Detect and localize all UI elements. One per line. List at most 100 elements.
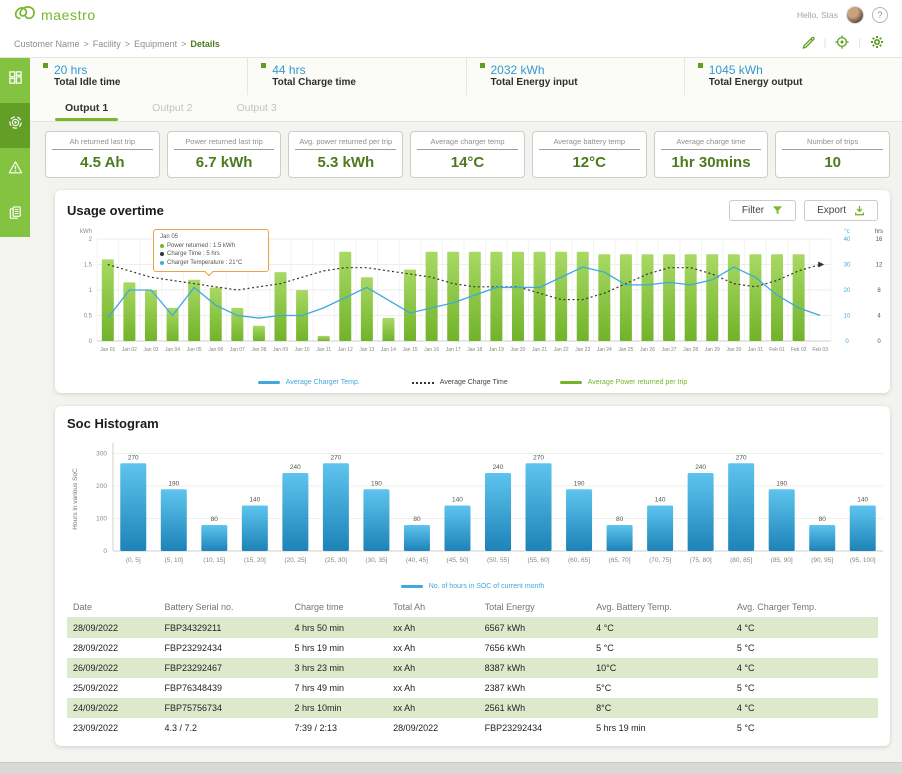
usage-bar-jan-01[interactable] xyxy=(101,259,114,341)
usage-right-tick: 40 xyxy=(844,237,851,243)
svg-text:Jan 23: Jan 23 xyxy=(575,347,590,353)
table-cell: 8387 kWh xyxy=(484,663,526,673)
usage-bar-jan-27[interactable] xyxy=(663,254,676,341)
hist-y-axis-label: Hours in various SoC xyxy=(72,468,79,530)
histogram-bar-15 xyxy=(728,463,755,551)
stat-value: 1045 kWh xyxy=(708,63,763,77)
usage-bar-jan-25[interactable] xyxy=(619,254,632,341)
usage-left-tick: 1 xyxy=(89,288,93,294)
usage-bar-jan-19[interactable] xyxy=(490,251,503,341)
charge-time-arrow xyxy=(818,261,825,268)
usage-buttons: Filter Export xyxy=(728,200,878,221)
table-cell: xx Ah xyxy=(393,683,416,693)
table-row[interactable]: 25/09/2022 FBP76348439 7 hrs 49 min xx Ah 23… xyxy=(67,678,878,698)
usage-bar-jan-18[interactable] xyxy=(468,251,481,341)
usage-bar-jan-29[interactable] xyxy=(706,254,719,341)
usage-bar-jan-17[interactable] xyxy=(447,251,460,341)
usage-bar-jan-24[interactable] xyxy=(598,254,611,341)
table-body: 28/09/2022 FBP34329211 4 hrs 50 min xx Ah 65… xyxy=(67,617,878,739)
stat-value: 2032 kWh xyxy=(490,63,545,77)
metric-card-value: 5.3 kWh xyxy=(317,154,375,171)
hist-x-tick: (80, 85] xyxy=(730,557,752,564)
usage-bar-jan-20[interactable] xyxy=(511,251,524,341)
svg-text:Jan 09: Jan 09 xyxy=(273,347,288,353)
hist-x-tick: (45, 50] xyxy=(446,557,468,564)
usage-bar-jan-04[interactable] xyxy=(166,307,179,341)
histogram-bar-value: 80 xyxy=(616,516,624,523)
usage-bar-jan-08[interactable] xyxy=(252,325,265,341)
table-header-row: Date Battery Serial no. Charge time Total A… xyxy=(67,597,878,618)
histogram-bar-value: 270 xyxy=(128,454,139,461)
svg-text:Feb 02: Feb 02 xyxy=(791,347,807,353)
usage-bar-jan-16[interactable] xyxy=(425,251,438,341)
sidebar-item-dashboard-grid[interactable] xyxy=(0,58,30,103)
table-row[interactable]: 28/09/2022 FBP34329211 4 hrs 50 min xx Ah 65… xyxy=(67,617,878,638)
table-cell: FBP75756734 xyxy=(164,703,223,713)
usage-bar-jan-22[interactable] xyxy=(555,251,568,341)
sidebar-item-warning-triangle[interactable] xyxy=(0,148,30,193)
hist-y-tick: 200 xyxy=(96,483,107,490)
tab-output-2[interactable]: Output 2 xyxy=(130,95,214,121)
usage-bar-jan-13[interactable] xyxy=(360,277,373,341)
usage-bar-jan-26[interactable] xyxy=(641,254,654,341)
histogram-bar-1 xyxy=(160,489,187,551)
sidebar-item-documents[interactable] xyxy=(0,192,30,237)
histogram-bar-14 xyxy=(687,473,714,551)
svg-text:Jan 25: Jan 25 xyxy=(618,347,633,353)
hist-x-tick: (75, 80] xyxy=(690,557,712,564)
table-row[interactable]: 23/09/2022 4.3 / 7.2 7:39 / 2:13 28/09/2022… xyxy=(67,718,878,738)
breadcrumb-item-equipment[interactable]: Equipment xyxy=(134,38,178,49)
stat-total-energy-input: 2032 kWh Total Energy input xyxy=(467,58,685,95)
hist-x-tick: (25, 30] xyxy=(325,557,347,564)
usage-bar-jan-02[interactable] xyxy=(123,282,136,341)
greeting-text: Hello, Stas xyxy=(796,10,838,20)
help-button[interactable]: ? xyxy=(872,7,888,23)
usage-bar-jan-09[interactable] xyxy=(274,272,287,341)
breadcrumb-separator: > xyxy=(83,38,89,49)
export-button[interactable]: Export xyxy=(804,200,878,221)
breadcrumb-item-customer-name[interactable]: Customer Name xyxy=(14,38,80,49)
table-row[interactable]: 24/09/2022 FBP75756734 2 hrs 10min xx Ah 256… xyxy=(67,698,878,718)
table-row[interactable]: 28/09/2022 FBP23292434 5 hrs 19 min xx Ah 76… xyxy=(67,638,878,658)
hist-y-tick: 100 xyxy=(96,516,107,523)
histogram-bar-16 xyxy=(768,489,795,551)
table-cell: 5 hrs 19 min xyxy=(294,643,344,653)
histogram-legend-label: No. of hours in SOC of current month xyxy=(428,583,545,590)
sidebar-item-target-rings[interactable] xyxy=(0,102,30,148)
svg-text:Jan 28: Jan 28 xyxy=(683,347,698,353)
usage-bar-jan-31[interactable] xyxy=(749,254,762,341)
usage-bar-jan-23[interactable] xyxy=(576,251,589,341)
table-row[interactable]: 26/09/2022 FBP23292467 3 hrs 23 min xx Ah 83… xyxy=(67,658,878,678)
usage-bar-jan-28[interactable] xyxy=(684,254,697,341)
usage-bar-jan-30[interactable] xyxy=(727,254,740,341)
usage-right-tick: 0 xyxy=(877,339,881,345)
usage-x-axis-labels: Jan 01 Jan 02 Jan 03 Jan 04 Jan 05 Jan 06 Jan … xyxy=(100,347,828,353)
histogram-title: Soc Histogram xyxy=(67,416,159,431)
tab-output-3[interactable]: Output 3 xyxy=(214,95,298,121)
breadcrumb-item-facility[interactable]: Facility xyxy=(92,38,121,49)
usage-bar-jan-21[interactable] xyxy=(533,251,546,341)
usage-bar-jan-15[interactable] xyxy=(404,269,417,341)
tab-output-1[interactable]: Output 1 xyxy=(43,95,130,121)
stat-total-charge-time: 44 hrs Total Charge time xyxy=(248,58,467,95)
histogram-bar-value: 240 xyxy=(290,464,301,471)
usage-bar-feb-02[interactable] xyxy=(792,254,805,341)
avatar[interactable] xyxy=(846,6,864,24)
tooltip-item: Charge Time : 5 hrs xyxy=(160,251,262,257)
target-rings-icon xyxy=(8,115,23,135)
metric-card-value: 12°C xyxy=(572,154,606,171)
usage-bar-jan-05[interactable] xyxy=(188,279,201,341)
usage-bar-jan-14[interactable] xyxy=(382,318,395,341)
usage-right-tick: 30 xyxy=(844,263,851,269)
filter-button[interactable]: Filter xyxy=(728,200,797,221)
usage-bar-jan-06[interactable] xyxy=(209,287,222,341)
edit-icon-button[interactable] xyxy=(801,35,815,52)
svg-text:Feb 01: Feb 01 xyxy=(769,347,785,353)
locate-icon-button[interactable] xyxy=(835,35,849,52)
usage-bar-feb-01[interactable] xyxy=(771,254,784,341)
usage-bar-jan-12[interactable] xyxy=(339,251,352,341)
usage-bar-jan-11[interactable] xyxy=(317,335,330,341)
brand-name: maestro xyxy=(41,7,96,23)
usage-bar-jan-03[interactable] xyxy=(144,290,157,341)
settings-icon-button[interactable] xyxy=(870,35,884,52)
